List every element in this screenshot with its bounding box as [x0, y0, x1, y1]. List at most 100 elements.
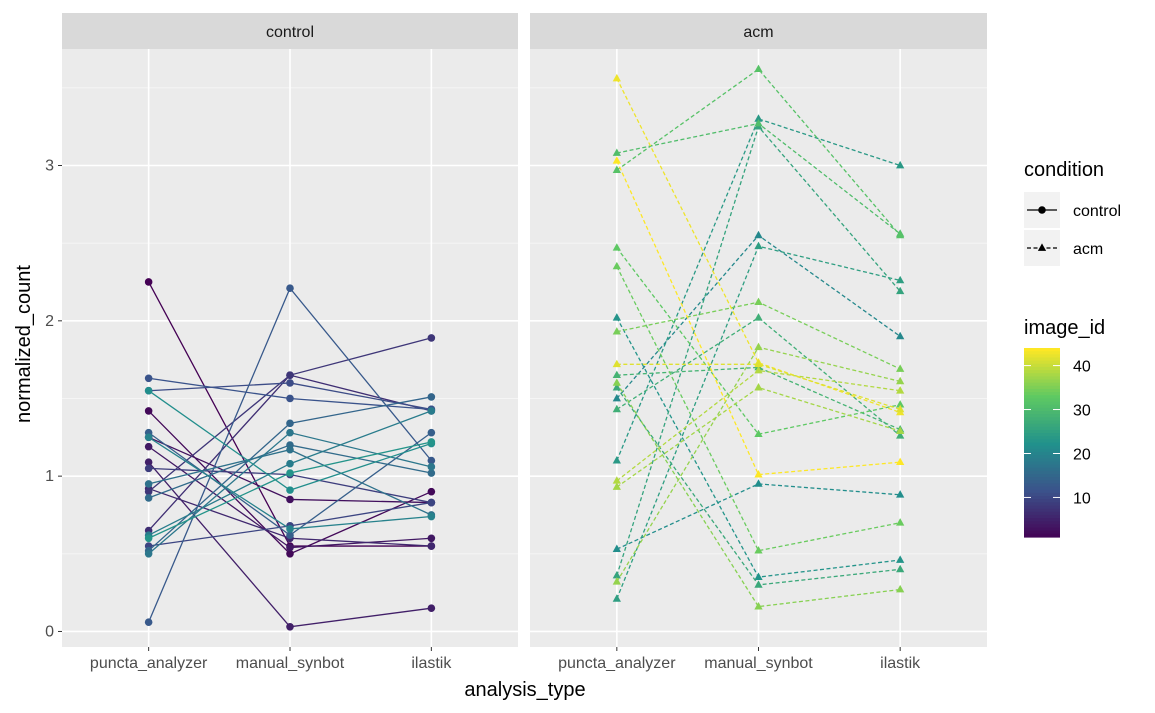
data-point-triangle	[754, 469, 763, 478]
data-point-circle	[286, 543, 294, 552]
data-point-circle	[286, 469, 294, 477]
data-point-circle	[144, 278, 153, 286]
colorbar-segment	[1024, 398, 1060, 403]
colorbar-label: 20	[1073, 446, 1091, 463]
legend-circle-symbol	[1038, 206, 1046, 214]
facet-panel-acm: acm puncta_analyzer manual_synbot ilastik	[530, 13, 987, 672]
colorbar-segment	[1024, 496, 1060, 500]
colorbar-segment	[1024, 511, 1060, 516]
data-point-triangle	[612, 482, 621, 490]
colorbar-segment	[1024, 530, 1060, 535]
colorbar-segment	[1024, 499, 1060, 503]
colorbar-segment	[1024, 486, 1060, 491]
data-point-circle	[286, 428, 294, 437]
colorbar-segment	[1024, 448, 1060, 453]
data-point-triangle	[754, 429, 763, 438]
data-point-triangle	[754, 602, 763, 610]
colorbar-segment	[1024, 423, 1060, 428]
colorbar-segment	[1024, 439, 1060, 444]
data-point-triangle	[896, 426, 905, 434]
data-point-triangle	[754, 365, 763, 374]
facet-strip-control	[62, 13, 518, 49]
x-tick-label: puncta_analyzer	[558, 655, 676, 672]
data-point-triangle	[896, 431, 905, 439]
data-point-circle	[286, 531, 294, 539]
colorbar-segment	[1024, 483, 1060, 488]
colorbar-segment	[1024, 363, 1060, 368]
series-line-39	[616, 369, 901, 482]
data-point-triangle	[896, 386, 905, 394]
colorbar-segment	[1024, 351, 1060, 355]
data-point-triangle	[896, 275, 905, 284]
colorbar-segment	[1024, 502, 1060, 507]
series-line-22	[616, 483, 901, 550]
colorbar-segment	[1024, 382, 1060, 387]
data-point-circle	[286, 379, 294, 387]
data-point-triangle	[612, 577, 621, 585]
data-point-circle	[144, 618, 153, 626]
legend-label-acm: acm	[1073, 241, 1103, 258]
data-point-circle	[427, 463, 436, 471]
data-point-triangle	[754, 64, 763, 73]
data-point-circle	[144, 464, 153, 473]
colorbar-segment	[1024, 461, 1060, 466]
legend: condition image_id control acm 40 30 20 10	[1024, 159, 1121, 538]
data-point-circle	[427, 498, 436, 507]
colorbar-segment	[1024, 451, 1060, 456]
x-tick-label: ilastik	[880, 655, 921, 672]
data-point-triangle	[612, 404, 621, 413]
data-point-triangle	[612, 594, 621, 602]
facet-strip-acm	[530, 13, 987, 49]
colorbar-segment	[1024, 489, 1060, 494]
data-point-triangle	[754, 114, 763, 122]
data-point-triangle	[896, 286, 905, 295]
series-line-24	[616, 118, 901, 461]
data-point-triangle	[612, 359, 621, 368]
y-tick-label: 0	[45, 623, 54, 640]
data-point-circle	[427, 334, 436, 342]
data-point-circle	[427, 393, 436, 401]
data-point-triangle	[896, 404, 905, 413]
colorbar-label: 40	[1073, 359, 1091, 376]
data-point-triangle	[612, 544, 621, 552]
colorbar-segment	[1024, 477, 1060, 481]
data-point-circle	[144, 550, 153, 558]
legend-image-id-title: image_id	[1024, 317, 1105, 339]
x-tick-label: ilastik	[411, 655, 452, 672]
data-point-triangle	[896, 555, 905, 563]
data-point-circle	[286, 486, 294, 494]
data-point-triangle	[612, 165, 621, 174]
data-point-circle	[427, 428, 436, 437]
facet-panels: control puncta_analyzer manual_synbot ilast…	[45, 13, 987, 672]
colorbar-segment	[1024, 414, 1060, 418]
data-point-circle	[144, 534, 153, 543]
y-tick-label: 2	[45, 313, 54, 330]
y-tick-label: 1	[45, 468, 54, 485]
colorbar-segment	[1024, 436, 1060, 440]
data-point-circle	[144, 433, 153, 442]
colorbar-segment	[1024, 388, 1060, 393]
x-tick-label: puncta_analyzer	[90, 655, 208, 672]
colorbar-segment	[1024, 514, 1060, 519]
series-line-32	[616, 68, 901, 236]
colorbar-segment	[1024, 420, 1060, 425]
data-point-circle	[144, 480, 153, 488]
data-point-circle	[427, 438, 436, 446]
colorbar-segment	[1024, 492, 1060, 497]
colorbar-segment	[1024, 458, 1060, 462]
data-point-triangle	[612, 243, 621, 251]
colorbar-segment	[1024, 407, 1060, 412]
colorbar-segment	[1024, 392, 1060, 396]
data-point-triangle	[754, 580, 763, 588]
colorbar-segment	[1024, 411, 1060, 415]
data-point-triangle	[612, 393, 621, 402]
data-point-triangle	[896, 160, 905, 169]
data-point-circle	[144, 494, 153, 502]
colorbar-segment	[1024, 527, 1060, 532]
colorbar-label: 30	[1073, 403, 1091, 420]
data-point-circle	[144, 407, 153, 415]
colorbar-segment	[1024, 474, 1060, 478]
colorbar-segment	[1024, 395, 1060, 399]
data-point-triangle	[754, 479, 763, 487]
